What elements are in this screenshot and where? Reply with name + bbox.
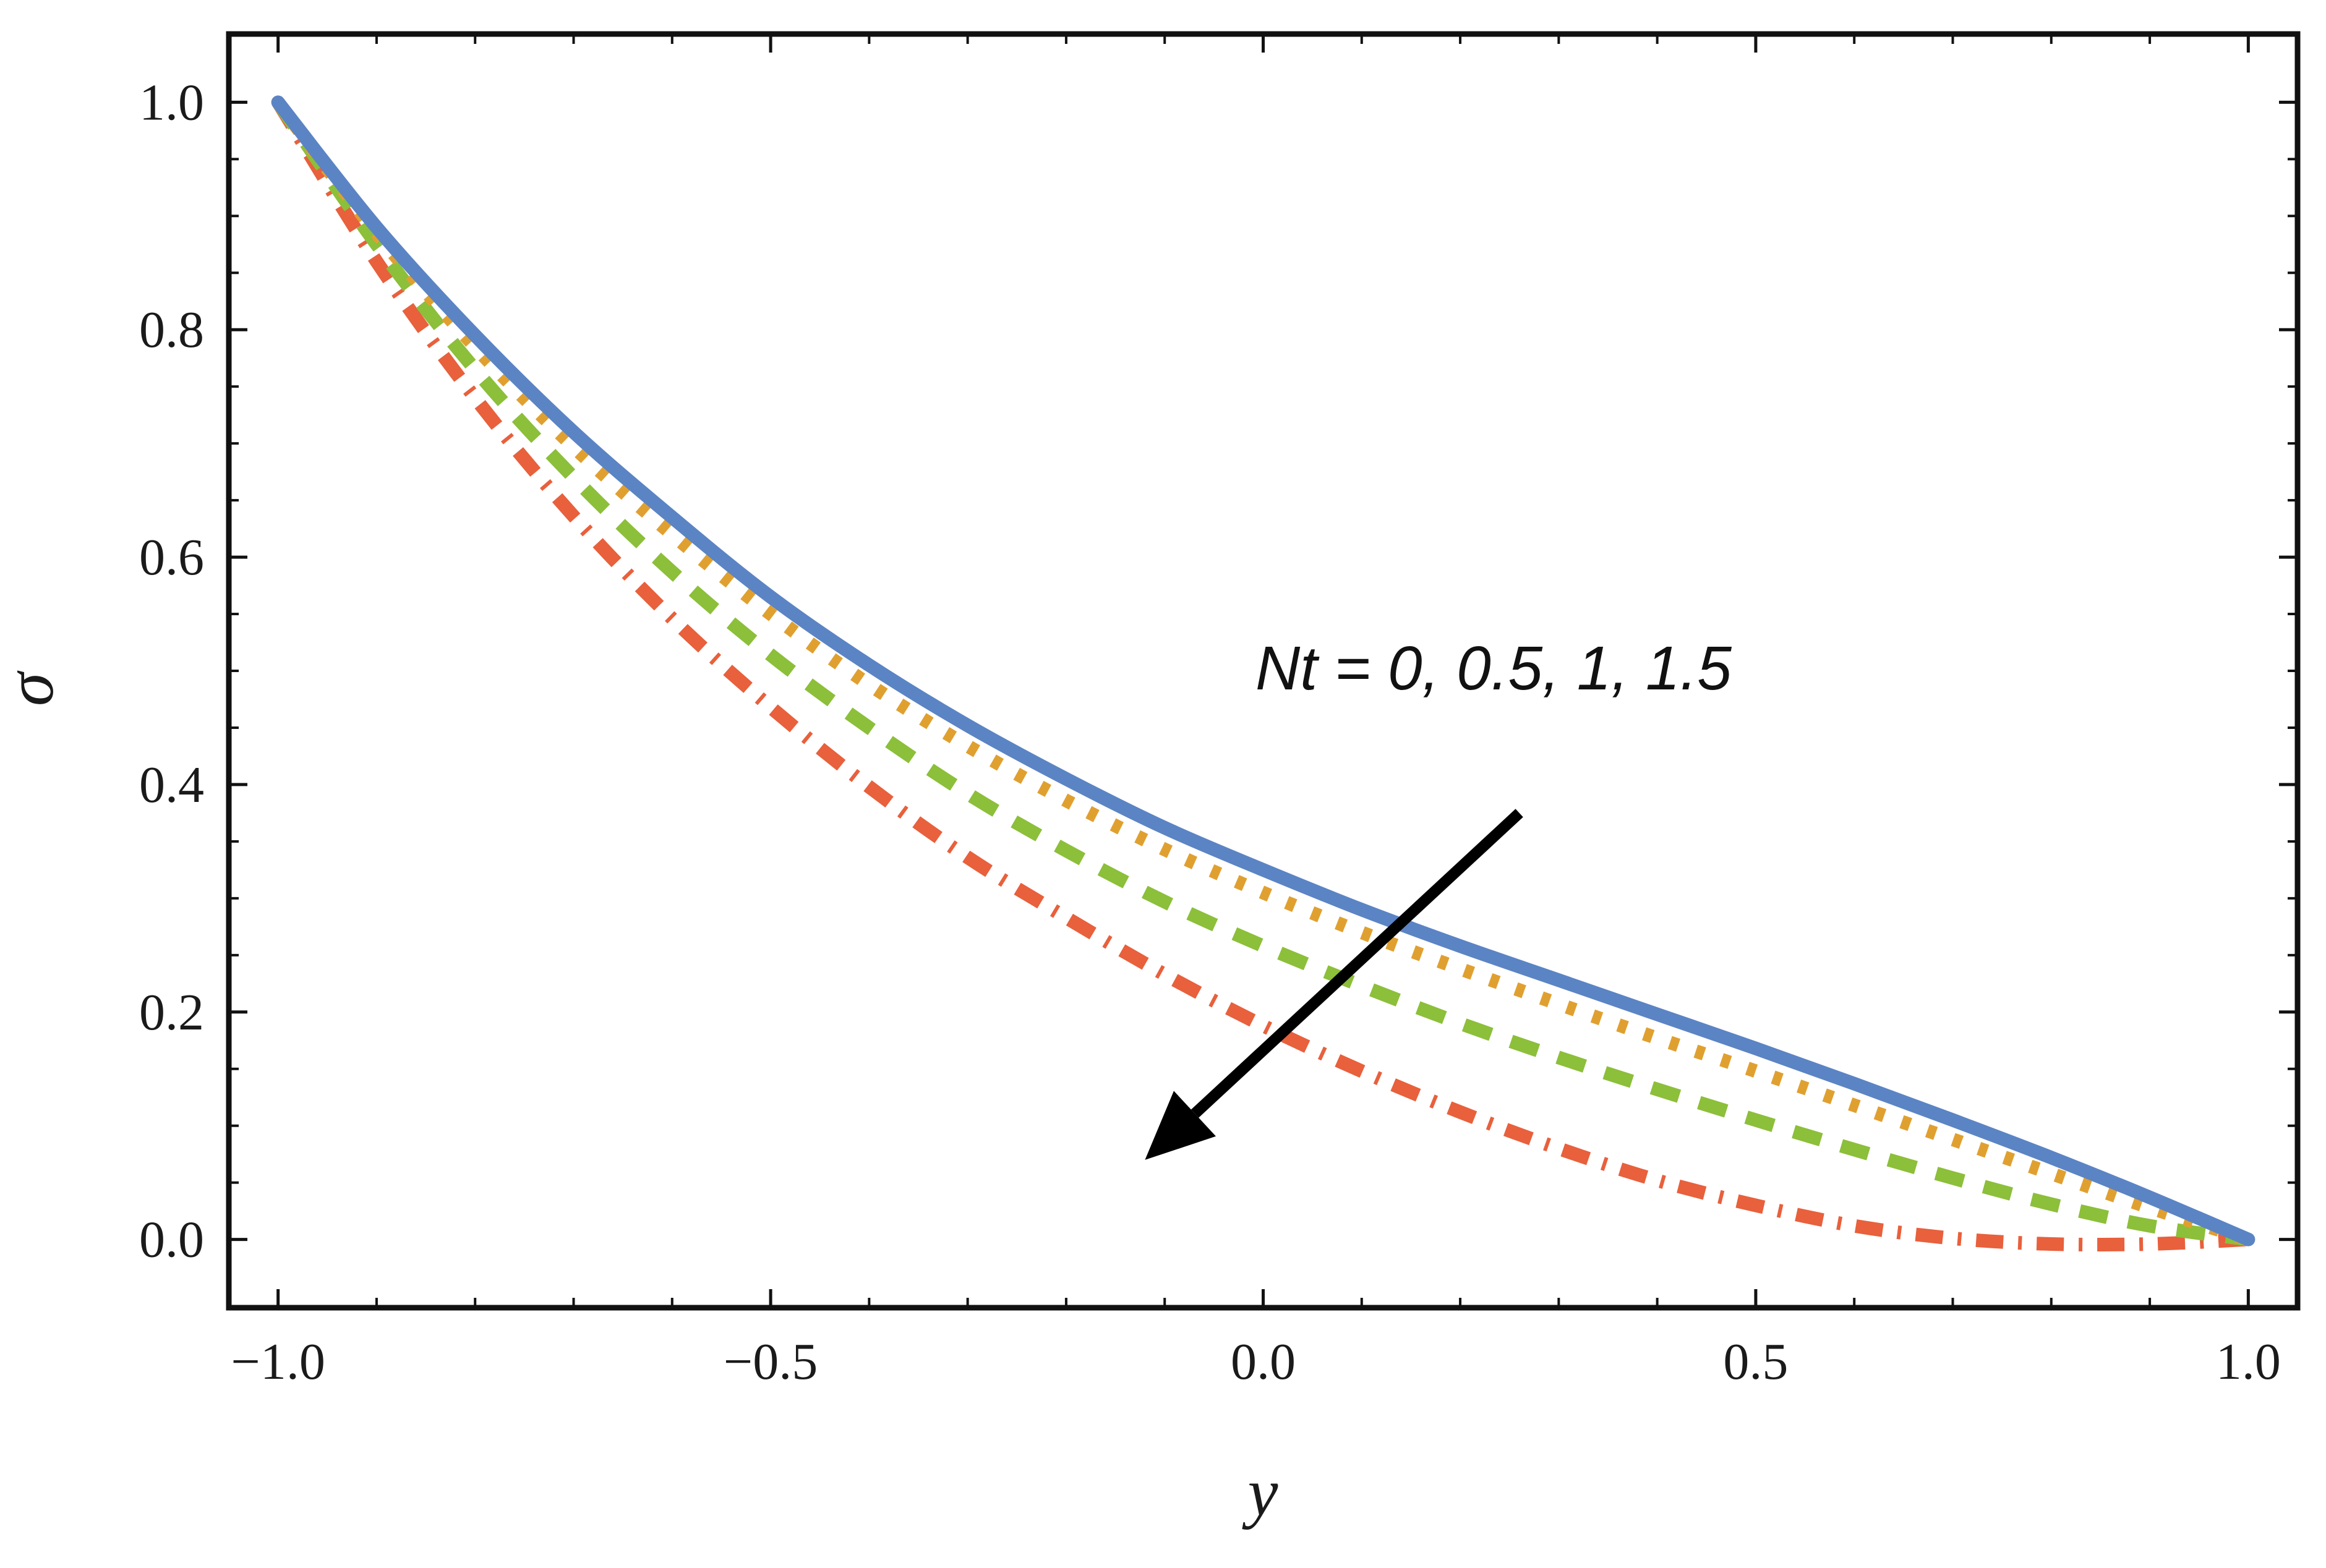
series-line-3 (272, 98, 2249, 1252)
y-tick-label: 0.8 (139, 301, 204, 359)
y-tick-label: 0.4 (139, 756, 204, 814)
annotation-arrow-head (1145, 1091, 1216, 1160)
tick-layer: −1.0 −0.5 0.0 0.5 1.0 0.0 0.2 0.4 0.6 0.8 1.0 (139, 34, 2298, 1391)
y-tick-label: 0.0 (139, 1211, 204, 1269)
series-layer (271, 95, 2255, 1252)
annotation-arrow-layer (1145, 809, 1523, 1160)
x-axis-label: y (1242, 1454, 1278, 1530)
x-tick-label: −1.0 (231, 1333, 325, 1391)
y-tick-label: 1.0 (139, 74, 204, 131)
y-axis-label: σ (0, 670, 67, 706)
x-tick-label: 1.0 (2216, 1333, 2281, 1391)
series-line-0 (271, 95, 2255, 1246)
annotation-label: Nt = 0, 0.5, 1, 1.5 (1255, 634, 1732, 703)
annotation-arrow-shaft (1191, 809, 1523, 1118)
y-tick-label: 0.2 (139, 984, 204, 1041)
series-line-2 (272, 98, 2249, 1246)
x-tick-label: 0.0 (1231, 1333, 1296, 1391)
y-tick-label: 0.6 (139, 529, 204, 586)
x-tick-label: −0.5 (724, 1333, 818, 1391)
x-tick-label: 0.5 (1723, 1333, 1788, 1391)
